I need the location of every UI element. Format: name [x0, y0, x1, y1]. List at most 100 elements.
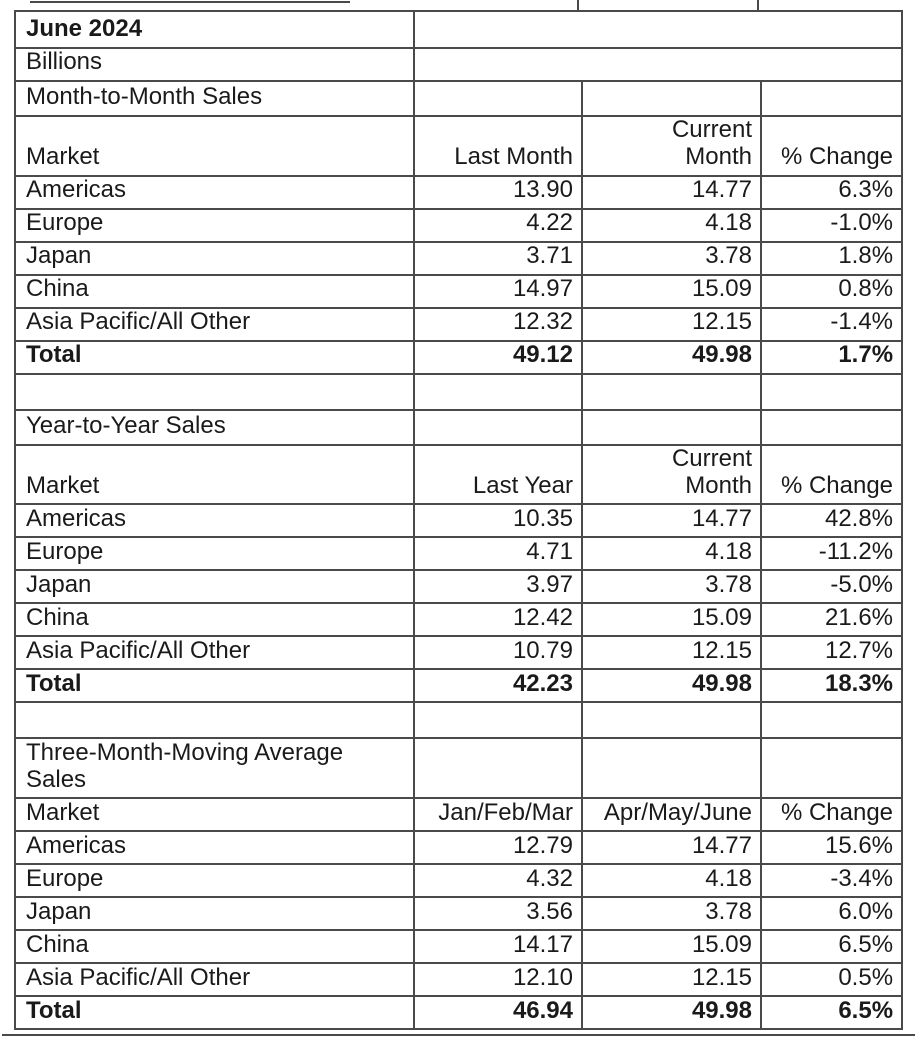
- section-title-row: Three-Month-Moving Average Sales: [14, 737, 904, 800]
- column-header-row: Market Last Month Current Month% Change: [14, 114, 904, 177]
- table-row: Japan 3.97 3.78 -5.0%: [14, 569, 904, 605]
- market-cell: Americas: [14, 174, 415, 210]
- value-cell: 3.78: [581, 569, 762, 605]
- table-row: Americas 10.35 14.77 42.8%: [14, 503, 904, 539]
- value-cell: 42.23: [413, 668, 583, 704]
- market-cell: Americas: [14, 503, 415, 539]
- table-row: Europe 4.71 4.18 -11.2%: [14, 536, 904, 572]
- value-cell: 4.22: [413, 207, 583, 243]
- table-row: Total 46.94 49.98 6.5%: [14, 995, 904, 1031]
- table-row: Total 49.12 49.98 1.7%: [14, 339, 904, 375]
- market-cell: Total: [14, 668, 415, 704]
- market-cell: China: [14, 602, 415, 638]
- column-header-cell: % Change: [759, 114, 904, 177]
- market-cell: Asia Pacific/All Other: [14, 635, 415, 671]
- value-cell: 46.94: [413, 995, 583, 1031]
- table-row: Asia Pacific/All Other 12.10 12.15 0.5%: [14, 962, 904, 998]
- value-cell: 3.78: [581, 896, 762, 932]
- value-cell: 4.18: [581, 863, 762, 899]
- pct-change-cell: 6.5%: [759, 995, 904, 1031]
- value-cell: 4.32: [413, 863, 583, 899]
- empty-cell: [581, 408, 762, 446]
- column-header-row: Market Jan/Feb/Mar Apr/May/June% Change: [14, 797, 904, 833]
- empty-cell: [759, 79, 904, 117]
- pct-change-cell: -3.4%: [759, 863, 904, 899]
- pct-change-cell: 6.3%: [759, 174, 904, 210]
- spacer-cell: [14, 372, 415, 411]
- spacer-row: [14, 372, 904, 411]
- column-header-cell: Market: [14, 443, 415, 506]
- table-row: China 14.17 15.09 6.5%: [14, 929, 904, 965]
- value-cell: 12.15: [581, 962, 762, 998]
- spacer-cell: [759, 701, 904, 740]
- value-cell: 49.98: [581, 339, 762, 375]
- column-header-cell: Last Year: [413, 443, 583, 506]
- value-cell: 12.42: [413, 602, 583, 638]
- spacer-row: [14, 701, 904, 740]
- pct-change-cell: 6.5%: [759, 929, 904, 965]
- market-cell: Japan: [14, 569, 415, 605]
- value-cell: 3.78: [581, 240, 762, 276]
- empty-cell: [581, 79, 762, 117]
- crop-artifact-top-line: [30, 1, 350, 3]
- market-cell: Europe: [14, 536, 415, 572]
- section-title-cell: Three-Month-Moving Average Sales: [14, 737, 415, 800]
- pct-change-cell: -5.0%: [759, 569, 904, 605]
- value-cell: 12.32: [413, 306, 583, 342]
- column-header-cell: Last Month: [413, 114, 583, 177]
- value-cell: 12.15: [581, 306, 762, 342]
- market-cell: Asia Pacific/All Other: [14, 962, 415, 998]
- period-row: June 2024: [14, 10, 904, 49]
- market-cell: Total: [14, 995, 415, 1031]
- value-cell: 49.98: [581, 995, 762, 1031]
- value-cell: 3.71: [413, 240, 583, 276]
- crop-artifact-gridline-tick: [757, 0, 759, 10]
- table-row: China 12.42 15.09 21.6%: [14, 602, 904, 638]
- pct-change-cell: 12.7%: [759, 635, 904, 671]
- pct-change-cell: 1.8%: [759, 240, 904, 276]
- value-cell: 49.12: [413, 339, 583, 375]
- value-cell: 4.18: [581, 536, 762, 572]
- value-cell: 14.77: [581, 503, 762, 539]
- value-cell: 13.90: [413, 174, 583, 210]
- crop-artifact-gridline-tick: [577, 0, 579, 10]
- empty-cell: [759, 408, 904, 446]
- value-cell: 12.79: [413, 830, 583, 866]
- units-row: Billions: [14, 47, 904, 82]
- market-cell: Total: [14, 339, 415, 375]
- market-cell: China: [14, 273, 415, 309]
- value-cell: 14.77: [581, 830, 762, 866]
- value-cell: 10.79: [413, 635, 583, 671]
- table-row: Europe 4.32 4.18 -3.4%: [14, 863, 904, 899]
- value-cell: 12.10: [413, 962, 583, 998]
- value-cell: 10.35: [413, 503, 583, 539]
- pct-change-cell: 21.6%: [759, 602, 904, 638]
- column-header-cell: Market: [14, 114, 415, 177]
- spacer-cell: [581, 372, 762, 411]
- table-row: China 14.97 15.09 0.8%: [14, 273, 904, 309]
- period-cell: June 2024: [14, 10, 415, 49]
- pct-change-cell: 18.3%: [759, 668, 904, 704]
- market-cell: Japan: [14, 240, 415, 276]
- market-cell: Asia Pacific/All Other: [14, 306, 415, 342]
- section-title-row: Year-to-Year Sales: [14, 408, 904, 446]
- pct-change-cell: 6.0%: [759, 896, 904, 932]
- table-row: Americas 12.79 14.77 15.6%: [14, 830, 904, 866]
- spacer-cell: [759, 372, 904, 411]
- table-row: Asia Pacific/All Other 10.79 12.15 12.7%: [14, 635, 904, 671]
- value-cell: 14.77: [581, 174, 762, 210]
- value-cell: 15.09: [581, 273, 762, 309]
- pct-change-cell: 42.8%: [759, 503, 904, 539]
- value-cell: 49.98: [581, 668, 762, 704]
- sales-report-table: June 2024 Billions Month-to-Month Sales M…: [14, 10, 904, 1031]
- value-cell: 4.71: [413, 536, 583, 572]
- empty-cell: [413, 408, 583, 446]
- table-row: Japan 3.71 3.78 1.8%: [14, 240, 904, 276]
- column-header-cell: Market: [14, 797, 415, 833]
- column-header-cell: Apr/May/June: [581, 797, 762, 833]
- empty-cell: [413, 737, 583, 800]
- empty-cell: [412, 10, 904, 49]
- market-cell: Europe: [14, 863, 415, 899]
- crop-artifact-bottom-line: [2, 1034, 915, 1036]
